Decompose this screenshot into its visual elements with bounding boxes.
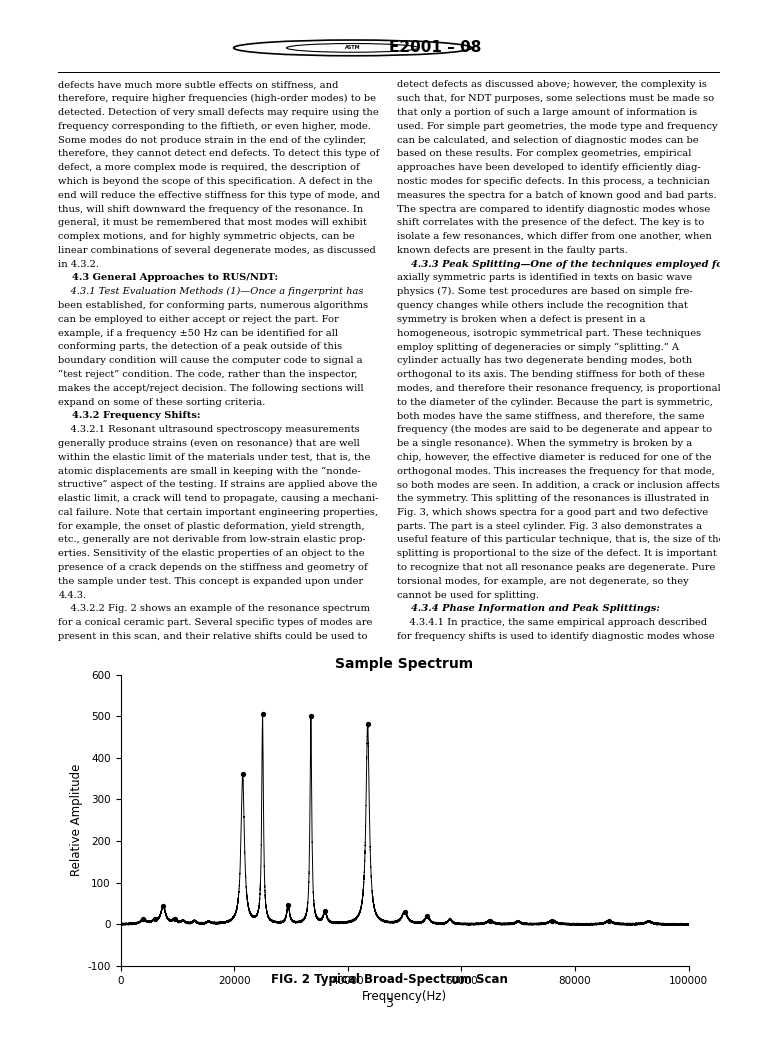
Text: 4.3.1 Test Evaluation Methods (1)—Once a fingerprint has: 4.3.1 Test Evaluation Methods (1)—Once a… — [58, 287, 364, 297]
Text: orthogonal modes. This increases the frequency for that mode,: orthogonal modes. This increases the fre… — [397, 466, 714, 476]
Text: shift correlates with the presence of the defect. The key is to: shift correlates with the presence of th… — [397, 219, 704, 227]
Text: 4.3.2.2 Fig. 2 shows an example of the resonance spectrum: 4.3.2.2 Fig. 2 shows an example of the r… — [58, 605, 370, 613]
Text: parts. The part is a steel cylinder. Fig. 3 also demonstrates a: parts. The part is a steel cylinder. Fig… — [397, 522, 702, 531]
Text: frequency corresponding to the fiftieth, or even higher, mode.: frequency corresponding to the fiftieth,… — [58, 122, 371, 131]
Text: nostic modes for specific defects. In this process, a technician: nostic modes for specific defects. In th… — [397, 177, 710, 186]
Text: which is beyond the scope of this specification. A defect in the: which is beyond the scope of this specif… — [58, 177, 373, 186]
Text: example, if a frequency ±50 Hz can be identified for all: example, if a frequency ±50 Hz can be id… — [58, 329, 338, 337]
Text: used. For simple part geometries, the mode type and frequency: used. For simple part geometries, the mo… — [397, 122, 717, 131]
Text: torsional modes, for example, are not degenerate, so they: torsional modes, for example, are not de… — [397, 577, 689, 586]
Text: detected. Detection of very small defects may require using the: detected. Detection of very small defect… — [58, 108, 379, 117]
Text: 4.3 General Approaches to RUS/NDT:: 4.3 General Approaches to RUS/NDT: — [58, 274, 279, 282]
Text: quency changes while others include the recognition that: quency changes while others include the … — [397, 301, 688, 310]
Text: 4.3.3 Peak Splitting—One of the techniques employed for: 4.3.3 Peak Splitting—One of the techniqu… — [397, 259, 728, 269]
Text: orthogonal to its axis. The bending stiffness for both of these: orthogonal to its axis. The bending stif… — [397, 370, 705, 379]
Text: boundary condition will cause the computer code to signal a: boundary condition will cause the comput… — [58, 356, 363, 365]
Text: defect, a more complex mode is required, the description of: defect, a more complex mode is required,… — [58, 163, 360, 172]
Text: employ splitting of degeneracies or simply “splitting.” A: employ splitting of degeneracies or simp… — [397, 342, 678, 352]
Text: 4.3.2 Frequency Shifts:: 4.3.2 Frequency Shifts: — [58, 411, 201, 421]
Text: thus, will shift downward the frequency of the resonance. In: thus, will shift downward the frequency … — [58, 204, 363, 213]
Text: atomic displacements are small in keeping with the “nonde-: atomic displacements are small in keepin… — [58, 466, 361, 476]
Text: such that, for NDT purposes, some selections must be made so: such that, for NDT purposes, some select… — [397, 95, 714, 103]
Text: 3: 3 — [385, 997, 393, 1010]
Text: useful feature of this particular technique, that is, the size of the: useful feature of this particular techni… — [397, 535, 724, 544]
Text: approaches have been developed to identify efficiently diag-: approaches have been developed to identi… — [397, 163, 700, 172]
Text: The spectra are compared to identify diagnostic modes whose: The spectra are compared to identify dia… — [397, 204, 710, 213]
Text: expand on some of these sorting criteria.: expand on some of these sorting criteria… — [58, 398, 266, 407]
Text: been established, for conforming parts, numerous algorithms: been established, for conforming parts, … — [58, 301, 369, 310]
Text: so both modes are seen. In addition, a crack or inclusion affects: so both modes are seen. In addition, a c… — [397, 480, 720, 489]
Text: cylinder actually has two degenerate bending modes, both: cylinder actually has two degenerate ben… — [397, 356, 692, 365]
Text: 4.3.4.1 In practice, the same empirical approach described: 4.3.4.1 In practice, the same empirical … — [397, 618, 707, 627]
Text: measures the spectra for a batch of known good and bad parts.: measures the spectra for a batch of know… — [397, 191, 717, 200]
Text: be a single resonance). When the symmetry is broken by a: be a single resonance). When the symmetr… — [397, 439, 692, 448]
Text: end will reduce the effective stiffness for this type of mode, and: end will reduce the effective stiffness … — [58, 191, 380, 200]
Text: axially symmetric parts is identified in texts on basic wave: axially symmetric parts is identified in… — [397, 274, 692, 282]
Text: Some modes do not produce strain in the end of the cylinder,: Some modes do not produce strain in the … — [58, 135, 366, 145]
Text: known defects are present in the faulty parts.: known defects are present in the faulty … — [397, 246, 628, 255]
Text: that only a portion of such a large amount of information is: that only a portion of such a large amou… — [397, 108, 697, 117]
Text: physics (7). Some test procedures are based on simple fre-: physics (7). Some test procedures are ba… — [397, 287, 692, 297]
Text: E2001 – 08: E2001 – 08 — [389, 41, 482, 55]
Text: detect defects as discussed above; however, the complexity is: detect defects as discussed above; howev… — [397, 80, 706, 90]
Text: to the diameter of the cylinder. Because the part is symmetric,: to the diameter of the cylinder. Because… — [397, 398, 713, 407]
Text: present in this scan, and their relative shifts could be used to: present in this scan, and their relative… — [58, 632, 368, 641]
Text: for example, the onset of plastic deformation, yield strength,: for example, the onset of plastic deform… — [58, 522, 365, 531]
Text: symmetry is broken when a defect is present in a: symmetry is broken when a defect is pres… — [397, 314, 645, 324]
Text: in 4.3.2.: in 4.3.2. — [58, 259, 100, 269]
Text: therefore, require higher frequencies (high-order modes) to be: therefore, require higher frequencies (h… — [58, 94, 377, 103]
Text: cannot be used for splitting.: cannot be used for splitting. — [397, 590, 539, 600]
Text: presence of a crack depends on the stiffness and geometry of: presence of a crack depends on the stiff… — [58, 563, 368, 572]
Text: chip, however, the effective diameter is reduced for one of the: chip, however, the effective diameter is… — [397, 453, 711, 462]
Text: 4.3.2.1 Resonant ultrasound spectroscopy measurements: 4.3.2.1 Resonant ultrasound spectroscopy… — [58, 425, 360, 434]
Text: isolate a few resonances, which differ from one another, when: isolate a few resonances, which differ f… — [397, 232, 712, 242]
Text: can be calculated, and selection of diagnostic modes can be: can be calculated, and selection of diag… — [397, 135, 699, 145]
Text: “test reject” condition. The code, rather than the inspector,: “test reject” condition. The code, rathe… — [58, 370, 358, 379]
Text: homogeneous, isotropic symmetrical part. These techniques: homogeneous, isotropic symmetrical part.… — [397, 329, 701, 337]
Text: FIG. 2 Typical Broad-Spectrum Scan: FIG. 2 Typical Broad-Spectrum Scan — [271, 972, 507, 986]
Text: can be employed to either accept or reject the part. For: can be employed to either accept or reje… — [58, 314, 339, 324]
Text: within the elastic limit of the materials under test, that is, the: within the elastic limit of the material… — [58, 453, 371, 462]
Text: defects have much more subtle effects on stiffness, and: defects have much more subtle effects on… — [58, 80, 338, 90]
Text: both modes have the same stiffness, and therefore, the same: both modes have the same stiffness, and … — [397, 411, 704, 421]
Text: 4.4.3.: 4.4.3. — [58, 590, 86, 600]
Text: frequency (the modes are said to be degenerate and appear to: frequency (the modes are said to be dege… — [397, 425, 712, 434]
Text: modes, and therefore their resonance frequency, is proportional: modes, and therefore their resonance fre… — [397, 384, 720, 392]
Text: generally produce strains (even on resonance) that are well: generally produce strains (even on reson… — [58, 439, 360, 448]
Text: conforming parts, the detection of a peak outside of this: conforming parts, the detection of a pea… — [58, 342, 342, 352]
Text: to recognize that not all resonance peaks are degenerate. Pure: to recognize that not all resonance peak… — [397, 563, 715, 572]
Text: 4.3.4 Phase Information and Peak Splittings:: 4.3.4 Phase Information and Peak Splitti… — [397, 605, 660, 613]
Y-axis label: Relative Amplitude: Relative Amplitude — [70, 764, 83, 877]
Text: ASTM: ASTM — [345, 46, 360, 50]
Text: the symmetry. This splitting of the resonances is illustrated in: the symmetry. This splitting of the reso… — [397, 494, 709, 503]
Text: cal failure. Note that certain important engineering properties,: cal failure. Note that certain important… — [58, 508, 378, 517]
Text: based on these results. For complex geometries, empirical: based on these results. For complex geom… — [397, 150, 691, 158]
Text: erties. Sensitivity of the elastic properties of an object to the: erties. Sensitivity of the elastic prope… — [58, 550, 365, 558]
Text: general, it must be remembered that most modes will exhibit: general, it must be remembered that most… — [58, 219, 367, 227]
Text: splitting is proportional to the size of the defect. It is important: splitting is proportional to the size of… — [397, 550, 717, 558]
Text: the sample under test. This concept is expanded upon under: the sample under test. This concept is e… — [58, 577, 363, 586]
Text: linear combinations of several degenerate modes, as discussed: linear combinations of several degenerat… — [58, 246, 376, 255]
X-axis label: Frequency(Hz): Frequency(Hz) — [362, 990, 447, 1002]
Text: structive” aspect of the testing. If strains are applied above the: structive” aspect of the testing. If str… — [58, 480, 378, 489]
Text: Fig. 3, which shows spectra for a good part and two defective: Fig. 3, which shows spectra for a good p… — [397, 508, 708, 517]
Text: etc., generally are not derivable from low-strain elastic prop-: etc., generally are not derivable from l… — [58, 535, 366, 544]
Title: Sample Spectrum: Sample Spectrum — [335, 657, 474, 670]
Text: elastic limit, a crack will tend to propagate, causing a mechani-: elastic limit, a crack will tend to prop… — [58, 494, 379, 503]
Text: for a conical ceramic part. Several specific types of modes are: for a conical ceramic part. Several spec… — [58, 618, 373, 627]
Text: for frequency shifts is used to identify diagnostic modes whose: for frequency shifts is used to identify… — [397, 632, 714, 641]
Text: makes the accept/reject decision. The following sections will: makes the accept/reject decision. The fo… — [58, 384, 364, 392]
Text: therefore, they cannot detect end defects. To detect this type of: therefore, they cannot detect end defect… — [58, 150, 380, 158]
Text: complex motions, and for highly symmetric objects, can be: complex motions, and for highly symmetri… — [58, 232, 355, 242]
